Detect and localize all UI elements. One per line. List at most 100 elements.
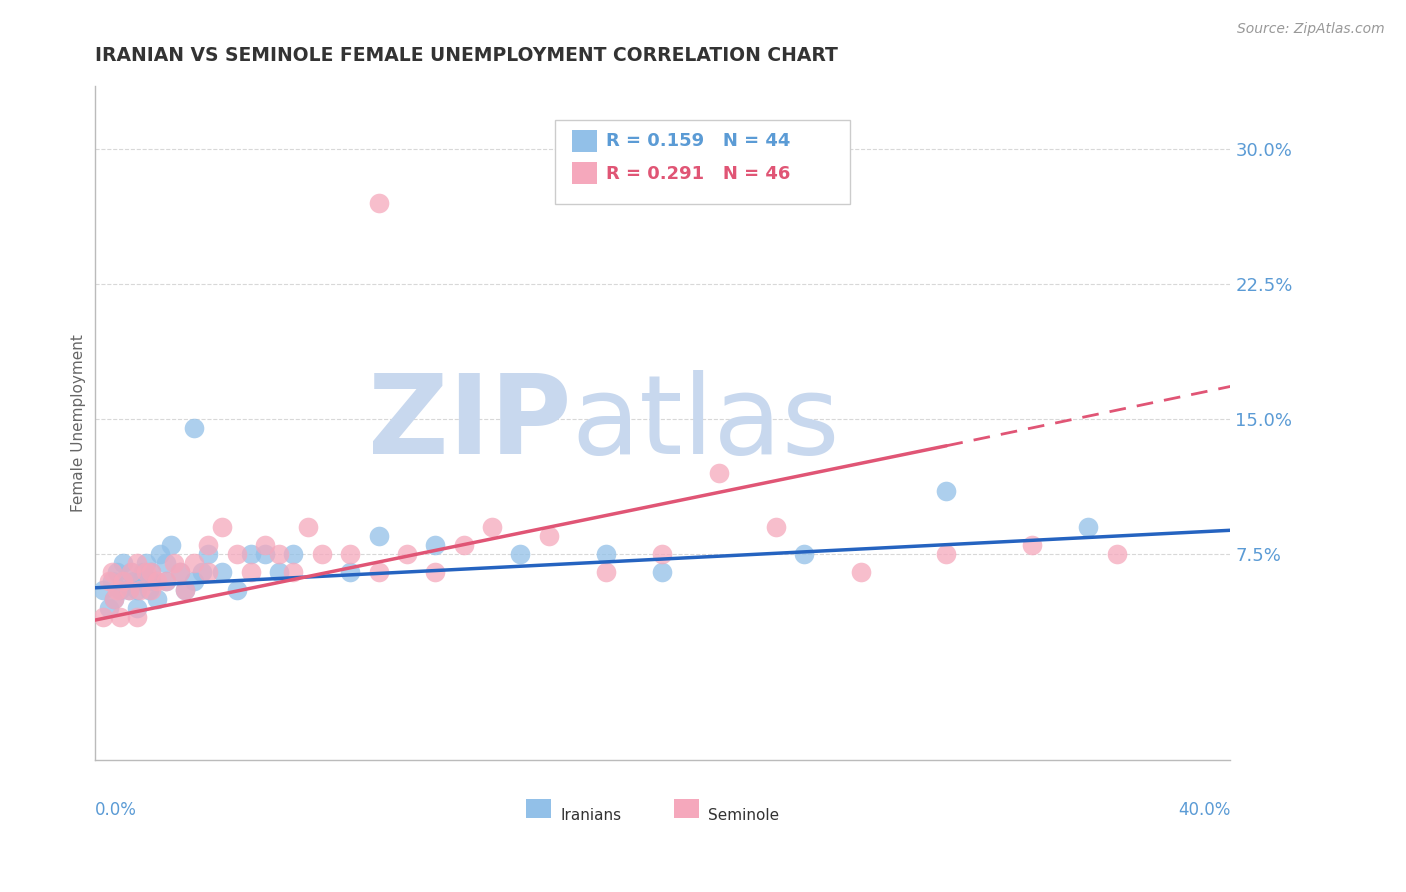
Point (651, 565, 673, 579)
Point (97, 574, 120, 588)
Text: R = 0.159   N = 44: R = 0.159 N = 44 (606, 132, 790, 150)
Point (367, 565, 389, 579)
FancyBboxPatch shape (572, 130, 596, 152)
Point (121, 565, 143, 579)
Point (108, 609, 131, 624)
Point (537, 529, 560, 543)
FancyBboxPatch shape (526, 799, 551, 818)
Point (169, 565, 191, 579)
Point (111, 556, 134, 570)
Text: IRANIAN VS SEMINOLE FEMALE UNEMPLOYMENT CORRELATION CHART: IRANIAN VS SEMINOLE FEMALE UNEMPLOYMENT … (94, 46, 838, 65)
Point (269, 547, 291, 561)
Point (132, 565, 155, 579)
Point (1105, 547, 1128, 561)
Point (765, 519, 787, 533)
Point (225, 547, 247, 561)
Point (311, 547, 333, 561)
Point (117, 582, 139, 597)
Point (191, 565, 214, 579)
Point (103, 591, 125, 606)
Point (793, 547, 815, 561)
Point (367, 196, 389, 211)
Point (239, 547, 262, 561)
Point (183, 421, 205, 435)
Point (97, 600, 120, 615)
Point (127, 556, 149, 570)
Point (100, 565, 122, 579)
Point (155, 574, 177, 588)
Point (183, 574, 205, 588)
Point (339, 547, 361, 561)
Point (183, 556, 205, 570)
Point (197, 547, 219, 561)
Point (174, 582, 197, 597)
Point (135, 556, 157, 570)
Point (481, 519, 503, 533)
Point (146, 574, 169, 588)
Point (425, 538, 447, 552)
Text: atlas: atlas (572, 370, 841, 477)
Point (509, 547, 531, 561)
Point (146, 591, 169, 606)
Point (211, 519, 233, 533)
Point (211, 565, 233, 579)
Point (935, 483, 957, 498)
Point (111, 574, 134, 588)
Point (174, 582, 197, 597)
Point (121, 565, 143, 579)
Point (595, 565, 617, 579)
Point (197, 565, 219, 579)
Point (127, 600, 149, 615)
Point (851, 565, 873, 579)
FancyBboxPatch shape (572, 162, 596, 184)
Point (651, 547, 673, 561)
Point (138, 582, 160, 597)
Point (91, 582, 114, 597)
Y-axis label: Female Unemployment: Female Unemployment (72, 334, 86, 512)
Text: ZIP: ZIP (368, 370, 572, 477)
Point (595, 547, 617, 561)
Text: Source: ZipAtlas.com: Source: ZipAtlas.com (1237, 22, 1385, 37)
FancyBboxPatch shape (673, 799, 699, 818)
Point (225, 582, 247, 597)
Text: 0.0%: 0.0% (94, 801, 136, 819)
Point (339, 565, 361, 579)
Point (239, 565, 262, 579)
Point (453, 538, 475, 552)
Point (269, 565, 291, 579)
Point (105, 565, 128, 579)
Point (169, 565, 191, 579)
Point (253, 547, 276, 561)
Point (141, 565, 163, 579)
Point (103, 591, 125, 606)
Point (163, 556, 186, 570)
Point (935, 547, 957, 561)
Point (100, 574, 122, 588)
Point (124, 574, 146, 588)
Point (1021, 538, 1043, 552)
Point (91, 609, 114, 624)
Point (297, 519, 319, 533)
Point (155, 556, 177, 570)
Point (141, 574, 163, 588)
Point (155, 574, 177, 588)
Point (395, 547, 418, 561)
Point (149, 547, 172, 561)
Point (283, 565, 305, 579)
Point (111, 574, 134, 588)
FancyBboxPatch shape (554, 120, 849, 204)
Point (105, 582, 128, 597)
Point (129, 582, 152, 597)
Point (117, 582, 139, 597)
Point (283, 547, 305, 561)
Point (141, 582, 163, 597)
Point (253, 538, 276, 552)
Text: R = 0.291   N = 46: R = 0.291 N = 46 (606, 165, 790, 183)
Point (135, 565, 157, 579)
Point (197, 538, 219, 552)
Point (1077, 519, 1099, 533)
Point (160, 538, 183, 552)
Point (127, 609, 149, 624)
Point (709, 466, 731, 480)
Text: Seminole: Seminole (707, 807, 779, 822)
